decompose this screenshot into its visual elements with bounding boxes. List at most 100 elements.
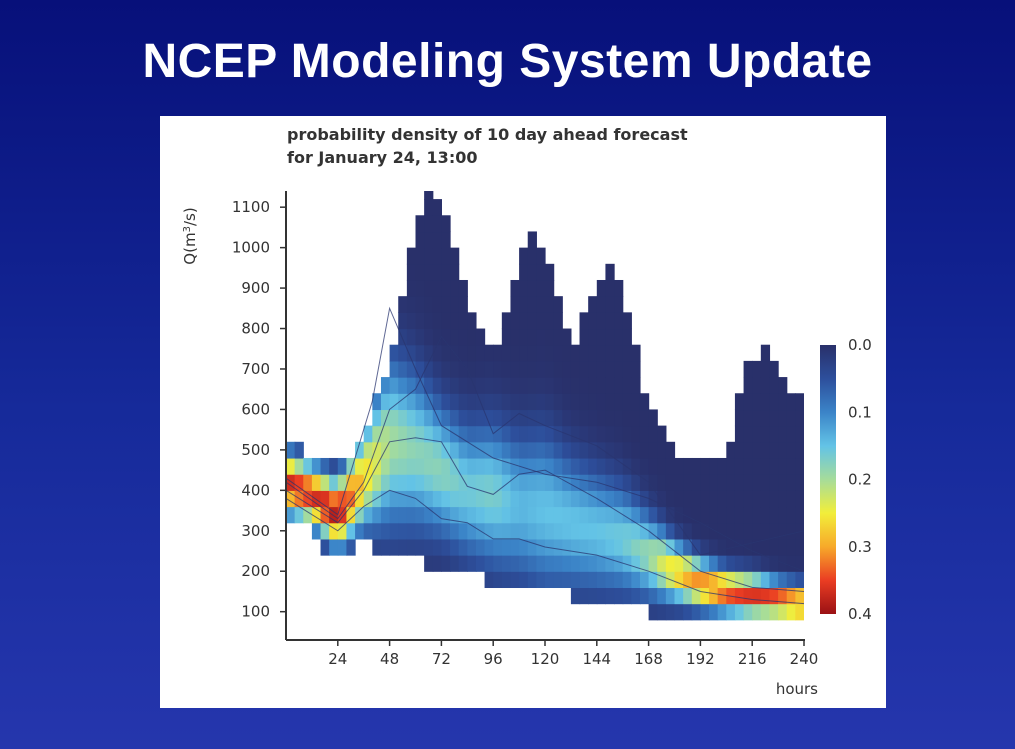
density-cell [545,441,555,459]
density-cell [501,522,512,540]
density-cell [622,506,632,524]
density-cell [329,538,339,556]
density-cell [510,360,520,378]
density-cell [570,538,581,556]
density-cell [665,587,676,605]
density-cell [570,490,581,508]
density-cell [743,360,753,378]
density-cell [614,441,624,459]
density-cell [527,441,537,459]
density-cell [536,312,546,330]
density-cell [432,425,442,443]
x-tick-label: 96 [484,650,503,668]
density-cell [760,555,771,572]
density-cell [424,522,434,540]
density-cell [406,279,417,297]
density-cell [398,393,408,411]
density-cell [734,571,745,589]
density-cell [665,506,676,524]
density-cell [398,490,408,508]
density-cell [622,312,632,330]
density-cell [605,377,615,394]
density-cell [743,377,753,394]
density-cell [389,538,399,556]
density-cell [450,506,460,524]
density-cell [726,474,736,491]
density-cell [450,522,460,540]
density-cell [752,538,762,556]
density-cell [501,490,512,508]
density-cell [665,555,676,572]
density-cell [665,474,676,491]
density-cell [475,538,486,556]
density-cell [527,263,537,281]
density-cell [639,571,650,589]
density-cell [398,377,408,394]
density-cell [752,522,762,540]
density-cell [501,457,512,475]
density-cell [752,571,762,589]
density-cell [484,344,494,362]
density-cell [622,409,632,427]
density-cell [536,506,546,524]
density-cell [545,312,555,330]
density-cell [760,522,771,540]
density-cell [648,490,658,508]
density-cell [588,393,598,411]
density-cell [424,279,434,297]
density-cell [657,506,667,524]
density-cell [320,457,330,475]
density-cell [493,474,503,491]
density-cell [406,393,417,411]
density-cell [398,312,408,330]
density-cell [588,377,598,394]
density-cell [596,587,607,605]
density-cell [614,571,624,589]
density-cell [406,247,417,265]
density-cell [510,571,520,589]
density-cell [441,474,451,491]
density-cell [424,247,434,265]
density-cell [553,328,563,346]
density-cell [769,490,779,508]
density-cell [596,457,607,475]
density-cell [648,506,658,524]
density-cell [458,360,468,378]
density-cell [596,312,607,330]
density-cell [303,490,313,508]
density-cell [674,506,684,524]
density-cell [752,393,762,411]
density-cell [665,522,676,540]
density-cell [389,441,399,459]
density-cell [501,441,512,459]
density-cell [545,328,555,346]
density-cell [484,457,494,475]
density-cell [294,441,304,459]
density-cell [639,555,650,572]
density-cell [752,457,762,475]
density-cell [484,393,494,411]
density-cell [501,344,512,362]
density-cell [415,425,425,443]
density-cell [726,441,736,459]
density-cell [562,377,572,394]
density-cell [467,393,477,411]
density-cell [406,506,417,524]
density-cell [752,490,762,508]
density-cell [519,409,529,427]
density-cell [743,457,753,475]
density-cell [510,279,520,297]
colorbar-tick-label: 0.1 [848,403,872,421]
density-cell [493,441,503,459]
density-cell [355,490,365,508]
density-cell [389,490,399,508]
density-cell [605,490,615,508]
density-cell [734,457,745,475]
density-cell [372,538,382,556]
density-cell [760,587,771,605]
density-cell [519,538,529,556]
density-cell [545,296,555,313]
density-cell [665,603,676,621]
colorbar [820,345,836,614]
density-cell [493,522,503,540]
